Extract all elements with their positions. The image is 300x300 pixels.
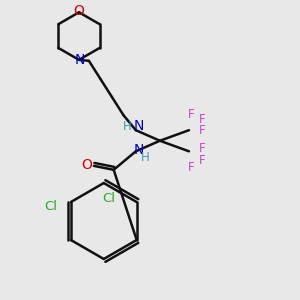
Text: F: F bbox=[199, 142, 206, 154]
Text: F: F bbox=[188, 108, 195, 121]
Text: H: H bbox=[141, 152, 150, 164]
Text: H: H bbox=[123, 120, 132, 133]
Text: F: F bbox=[199, 113, 206, 126]
Text: Cl: Cl bbox=[45, 200, 58, 214]
Text: F: F bbox=[199, 124, 206, 137]
Text: F: F bbox=[199, 154, 206, 167]
Text: O: O bbox=[74, 4, 84, 18]
Text: Cl: Cl bbox=[102, 192, 115, 205]
Text: F: F bbox=[188, 161, 195, 174]
Text: N: N bbox=[133, 119, 144, 133]
Text: O: O bbox=[81, 158, 92, 172]
Text: N: N bbox=[133, 143, 144, 157]
Text: N: N bbox=[74, 53, 85, 67]
